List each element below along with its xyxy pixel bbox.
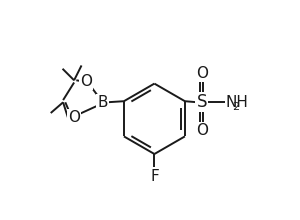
Text: 2: 2 (232, 102, 239, 112)
Text: O: O (196, 123, 208, 138)
Text: S: S (196, 93, 207, 111)
Text: O: O (68, 110, 80, 125)
Text: O: O (80, 74, 92, 89)
Text: B: B (98, 95, 108, 110)
Text: NH: NH (226, 95, 249, 110)
Text: O: O (196, 66, 208, 81)
Text: F: F (150, 169, 159, 183)
